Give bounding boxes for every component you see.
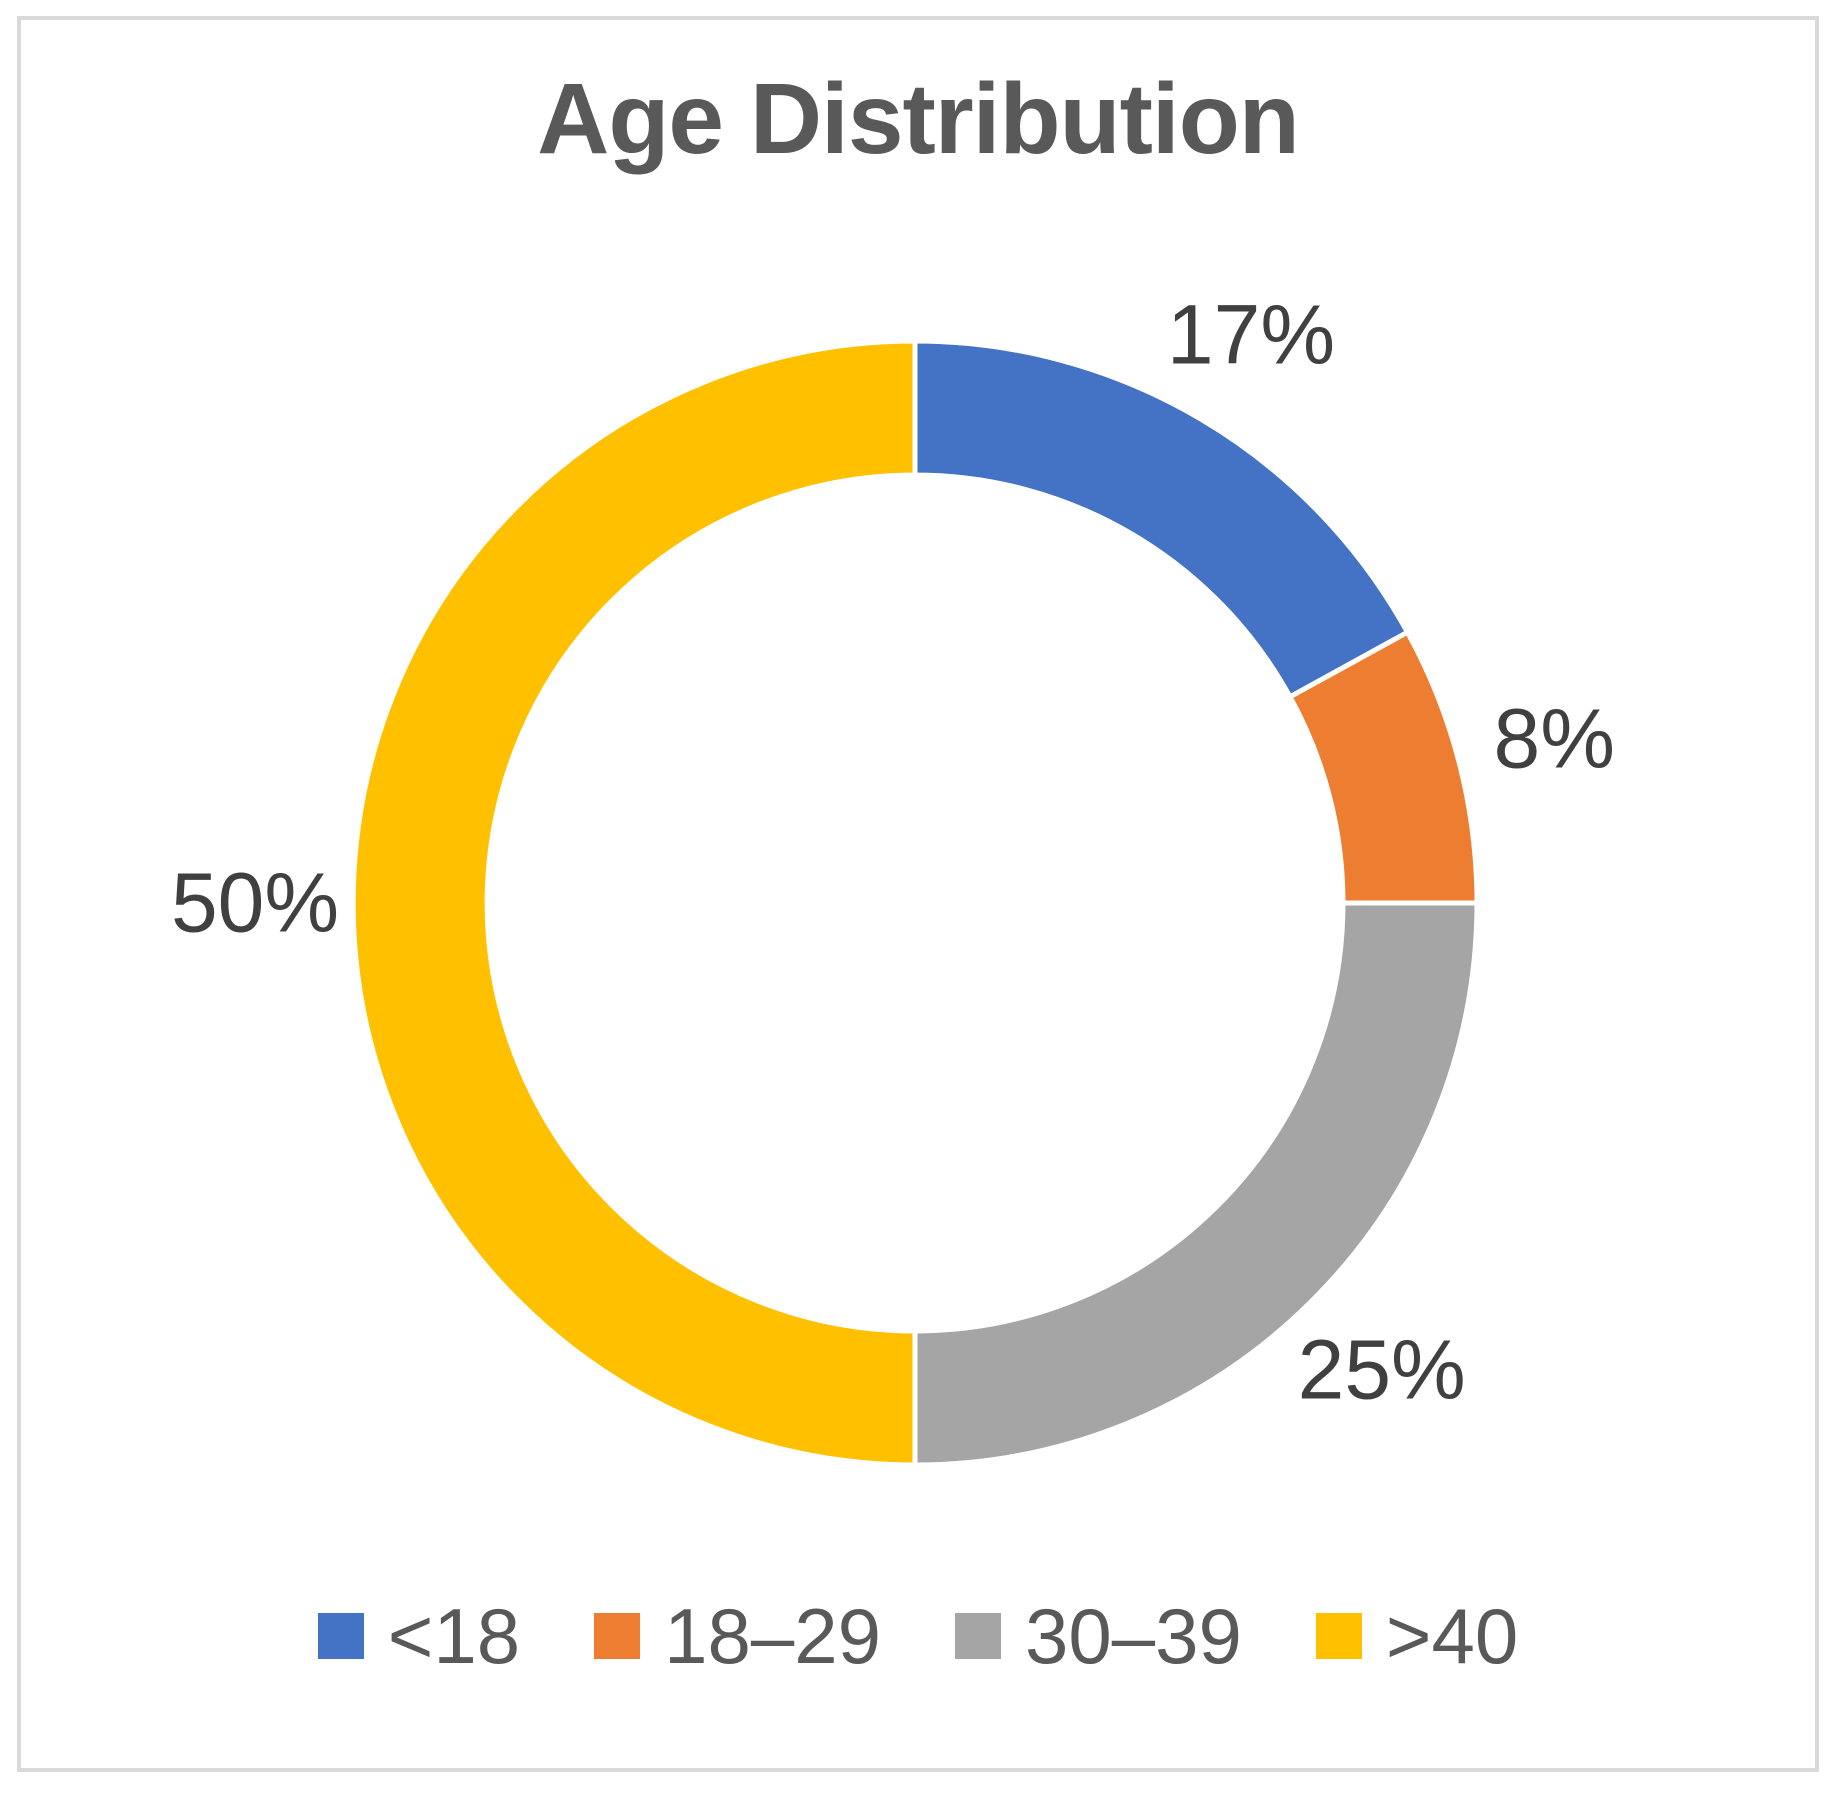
legend-swatch-2 [955,1613,1001,1659]
chart-title: Age Distribution [537,63,1300,175]
data-label-3: 50% [170,855,340,950]
legend-swatch-3 [1315,1613,1362,1659]
data-label-0: 17% [1166,287,1336,382]
data-label-2: 25% [1297,1322,1466,1417]
legend-label-1: 18–29 [664,1592,881,1680]
legend-item-0: <18 [317,1592,521,1680]
legend-label-2: 30–39 [1025,1592,1242,1680]
legend-item-3: >40 [1315,1592,1519,1680]
chart-legend: <18 18–29 30–39 >40 [0,1597,1836,1675]
legend-item-1: 18–29 [594,1597,881,1675]
legend-label-3: >40 [1385,1592,1519,1680]
legend-item-2: 30–39 [955,1597,1242,1675]
legend-label-0: <18 [387,1592,521,1680]
donut-slice-3 [350,338,918,1468]
legend-swatch-0 [317,1613,364,1659]
legend-swatch-1 [594,1613,641,1659]
donut-slice-2 [912,900,1480,1468]
data-label-1: 8% [1493,691,1615,786]
donut-slice-0 [912,338,1411,701]
